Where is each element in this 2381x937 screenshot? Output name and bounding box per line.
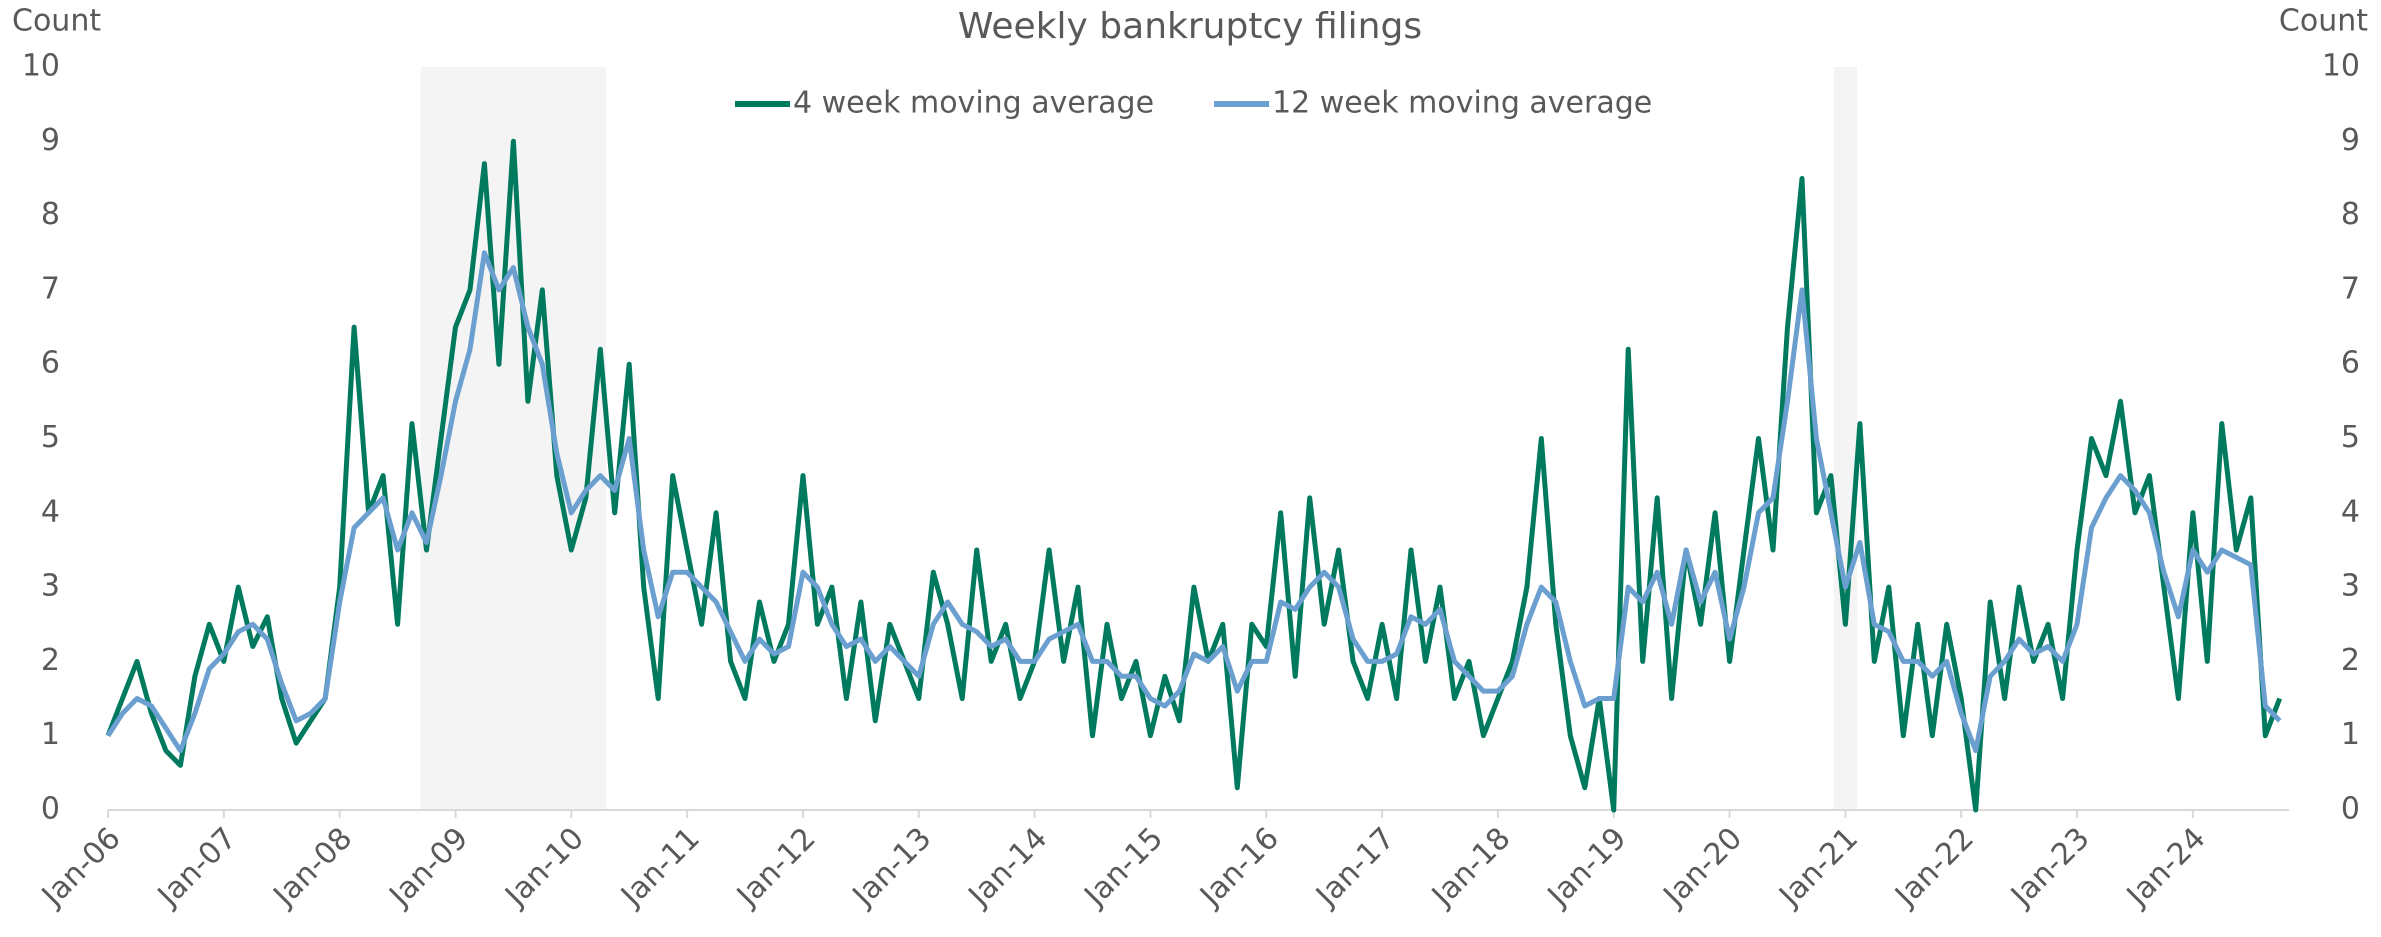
y2-tick-label: 9: [2341, 123, 2360, 158]
y-tick-label: 2: [41, 643, 60, 678]
x-tick-label: Jan-24: [2119, 821, 2213, 915]
x-tick-label: Jan-10: [497, 821, 591, 915]
y-axis-label: Count: [12, 4, 101, 39]
legend-label: 4 week moving average: [793, 86, 1154, 121]
y2-tick-label: 5: [2341, 420, 2360, 455]
y-tick-label: 5: [41, 420, 60, 455]
x-tick-label: Jan-08: [266, 821, 360, 915]
x-tick-label: Jan-13: [845, 821, 939, 915]
x-tick-label: Jan-22: [1887, 821, 1981, 915]
y2-tick-label: 1: [2341, 717, 2360, 752]
x-tick-label: Jan-21: [1772, 821, 1866, 915]
x-tick-label: Jan-16: [1192, 821, 1286, 915]
y2-tick-label: 10: [2322, 49, 2360, 84]
x-tick-label: Jan-12: [729, 821, 823, 915]
x-tick-label: Jan-20: [1656, 821, 1750, 915]
legend-label: 12 week moving average: [1272, 86, 1652, 121]
y-tick-label: 10: [22, 49, 60, 84]
y-tick-label: 1: [41, 717, 60, 752]
x-tick-label: Jan-19: [1540, 821, 1634, 915]
y-tick-label: 6: [41, 346, 60, 381]
y-tick-label: 7: [41, 271, 60, 306]
y-tick-label: 0: [41, 792, 60, 827]
y-tick-label: 9: [41, 123, 60, 158]
y-tick-label: 8: [41, 197, 60, 232]
shaded-region: [420, 67, 607, 810]
x-tick-label: Jan-17: [1308, 821, 1402, 915]
y2-tick-label: 8: [2341, 197, 2360, 232]
x-tick-label: Jan-06: [34, 821, 128, 915]
y2-tick-label: 7: [2341, 271, 2360, 306]
x-tick-label: Jan-11: [613, 821, 707, 915]
x-tick-label: Jan-15: [1077, 821, 1171, 915]
y2-tick-label: 3: [2341, 569, 2360, 604]
series-line: [105, 250, 2282, 754]
y-tick-label: 3: [41, 569, 60, 604]
x-tick-label: Jan-23: [2003, 821, 2097, 915]
y2-tick-label: 0: [2341, 792, 2360, 827]
y2-tick-label: 2: [2341, 643, 2360, 678]
shaded-region: [1833, 67, 1857, 810]
y2-tick-label: 4: [2341, 494, 2360, 529]
y-tick-label: 4: [41, 494, 60, 529]
y2-axis-label: Count: [2279, 4, 2368, 39]
chart-title: Weekly bankruptcy filings: [958, 6, 1422, 47]
x-tick-label: Jan-07: [150, 821, 244, 915]
y2-tick-label: 6: [2341, 346, 2360, 381]
x-tick-label: Jan-09: [382, 821, 476, 915]
x-tick-label: Jan-14: [961, 821, 1055, 915]
x-tick-label: Jan-18: [1424, 821, 1518, 915]
series-line: [105, 138, 2283, 813]
